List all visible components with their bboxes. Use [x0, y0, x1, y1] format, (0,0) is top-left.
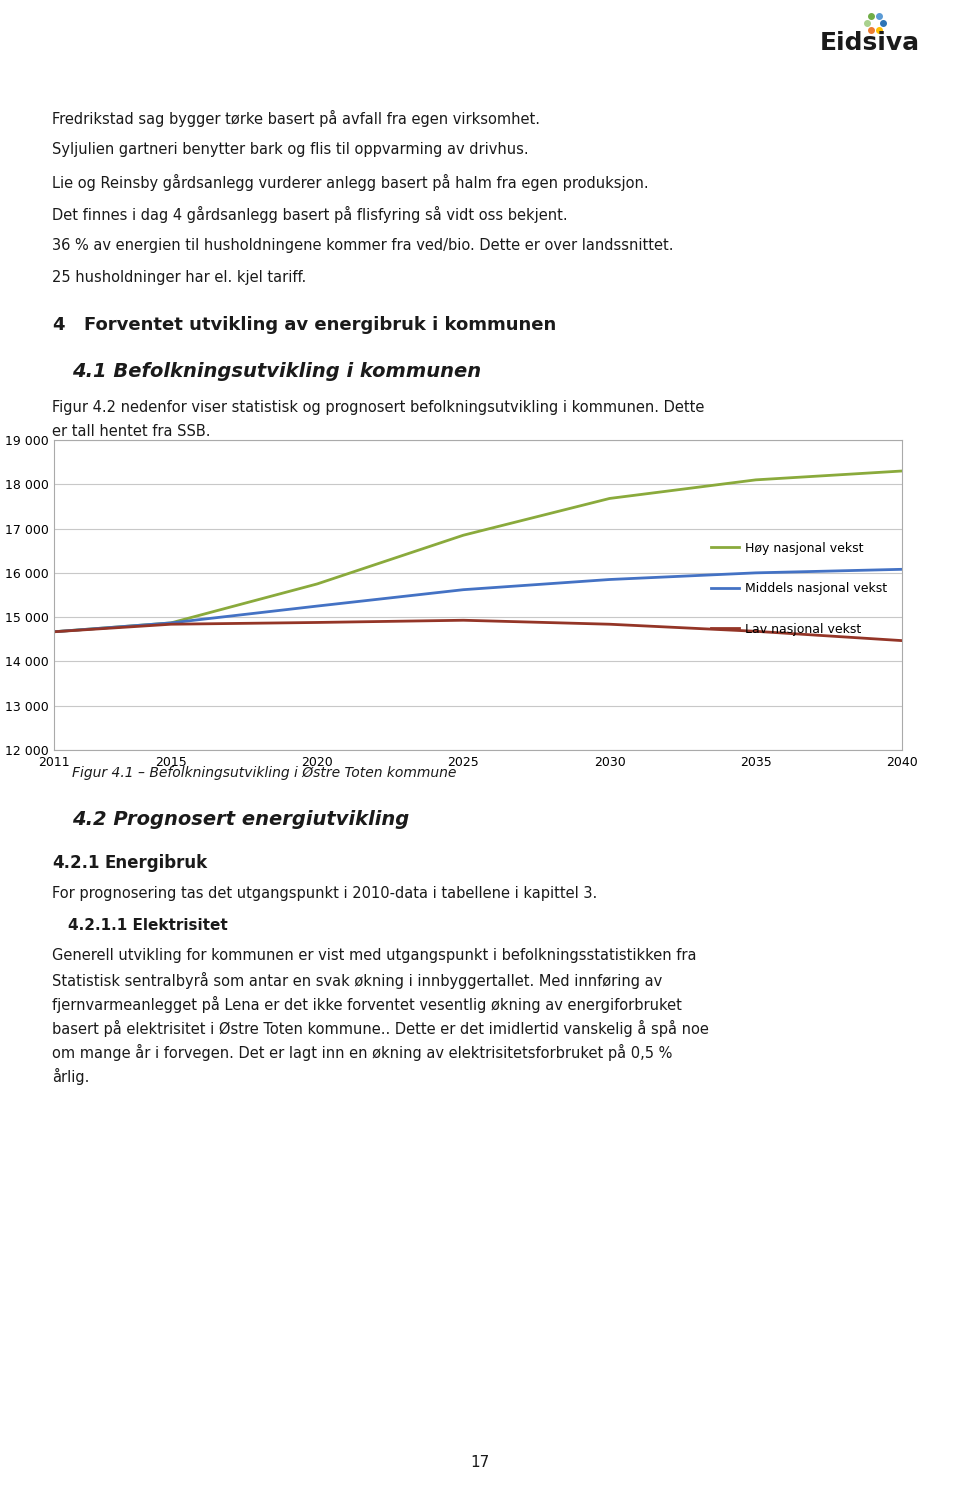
Text: Eidsiva: Eidsiva — [820, 31, 920, 55]
Text: 17: 17 — [470, 1455, 490, 1470]
Text: fjernvarmeanlegget på Lena er det ikke forventet vesentlig økning av energiforbr: fjernvarmeanlegget på Lena er det ikke f… — [52, 995, 682, 1013]
Text: 4.1 Befolkningsutvikling i kommunen: 4.1 Befolkningsutvikling i kommunen — [72, 362, 481, 381]
Text: Syljulien gartneri benytter bark og flis til oppvarming av drivhus.: Syljulien gartneri benytter bark og flis… — [52, 141, 529, 158]
Legend: Høy nasjonal vekst, Middels nasjonal vekst, Lav nasjonal vekst: Høy nasjonal vekst, Middels nasjonal vek… — [711, 542, 887, 635]
Text: om mange år i forvegen. Det er lagt inn en økning av elektrisitetsforbruket på 0: om mange år i forvegen. Det er lagt inn … — [52, 1045, 672, 1061]
Text: Figur 4.1 – Befolkningsutvikling i Østre Toten kommune: Figur 4.1 – Befolkningsutvikling i Østre… — [72, 766, 456, 780]
Text: årlig.: årlig. — [52, 1068, 89, 1085]
Text: 4.2.1: 4.2.1 — [52, 854, 100, 872]
Text: 4.2 Prognosert energiutvikling: 4.2 Prognosert energiutvikling — [72, 809, 409, 829]
Text: Generell utvikling for kommunen er vist med utgangspunkt i befolkningsstatistikk: Generell utvikling for kommunen er vist … — [52, 948, 697, 963]
Text: 36 % av energien til husholdningene kommer fra ved/bio. Dette er over landssnitt: 36 % av energien til husholdningene komm… — [52, 238, 674, 253]
Text: 25 husholdninger har el. kjel tariff.: 25 husholdninger har el. kjel tariff. — [52, 269, 306, 286]
Text: Det finnes i dag 4 gårdsanlegg basert på flisfyring så vidt oss bekjent.: Det finnes i dag 4 gårdsanlegg basert på… — [52, 205, 567, 223]
Text: er tall hentet fra SSB.: er tall hentet fra SSB. — [52, 424, 210, 439]
Text: Figur 4.2 nedenfor viser statistisk og prognosert befolkningsutvikling i kommune: Figur 4.2 nedenfor viser statistisk og p… — [52, 400, 705, 415]
Text: Fredrikstad sag bygger tørke basert på avfall fra egen virksomhet.: Fredrikstad sag bygger tørke basert på a… — [52, 110, 540, 126]
Text: 4.2.1.1 Elektrisitet: 4.2.1.1 Elektrisitet — [68, 918, 228, 933]
Text: 4: 4 — [52, 315, 64, 333]
Text: Forventet utvikling av energibruk i kommunen: Forventet utvikling av energibruk i komm… — [84, 315, 556, 333]
Text: Energibruk: Energibruk — [104, 854, 207, 872]
Text: Statistisk sentralbyrå som antar en svak økning i innbyggertallet. Med innføring: Statistisk sentralbyrå som antar en svak… — [52, 972, 662, 990]
Text: For prognosering tas det utgangspunkt i 2010-data i tabellene i kapittel 3.: For prognosering tas det utgangspunkt i … — [52, 885, 597, 902]
Text: basert på elektrisitet i Østre Toten kommune.. Dette er det imidlertid vanskelig: basert på elektrisitet i Østre Toten kom… — [52, 1019, 708, 1037]
Text: Lie og Reinsby gårdsanlegg vurderer anlegg basert på halm fra egen produksjon.: Lie og Reinsby gårdsanlegg vurderer anle… — [52, 174, 649, 190]
